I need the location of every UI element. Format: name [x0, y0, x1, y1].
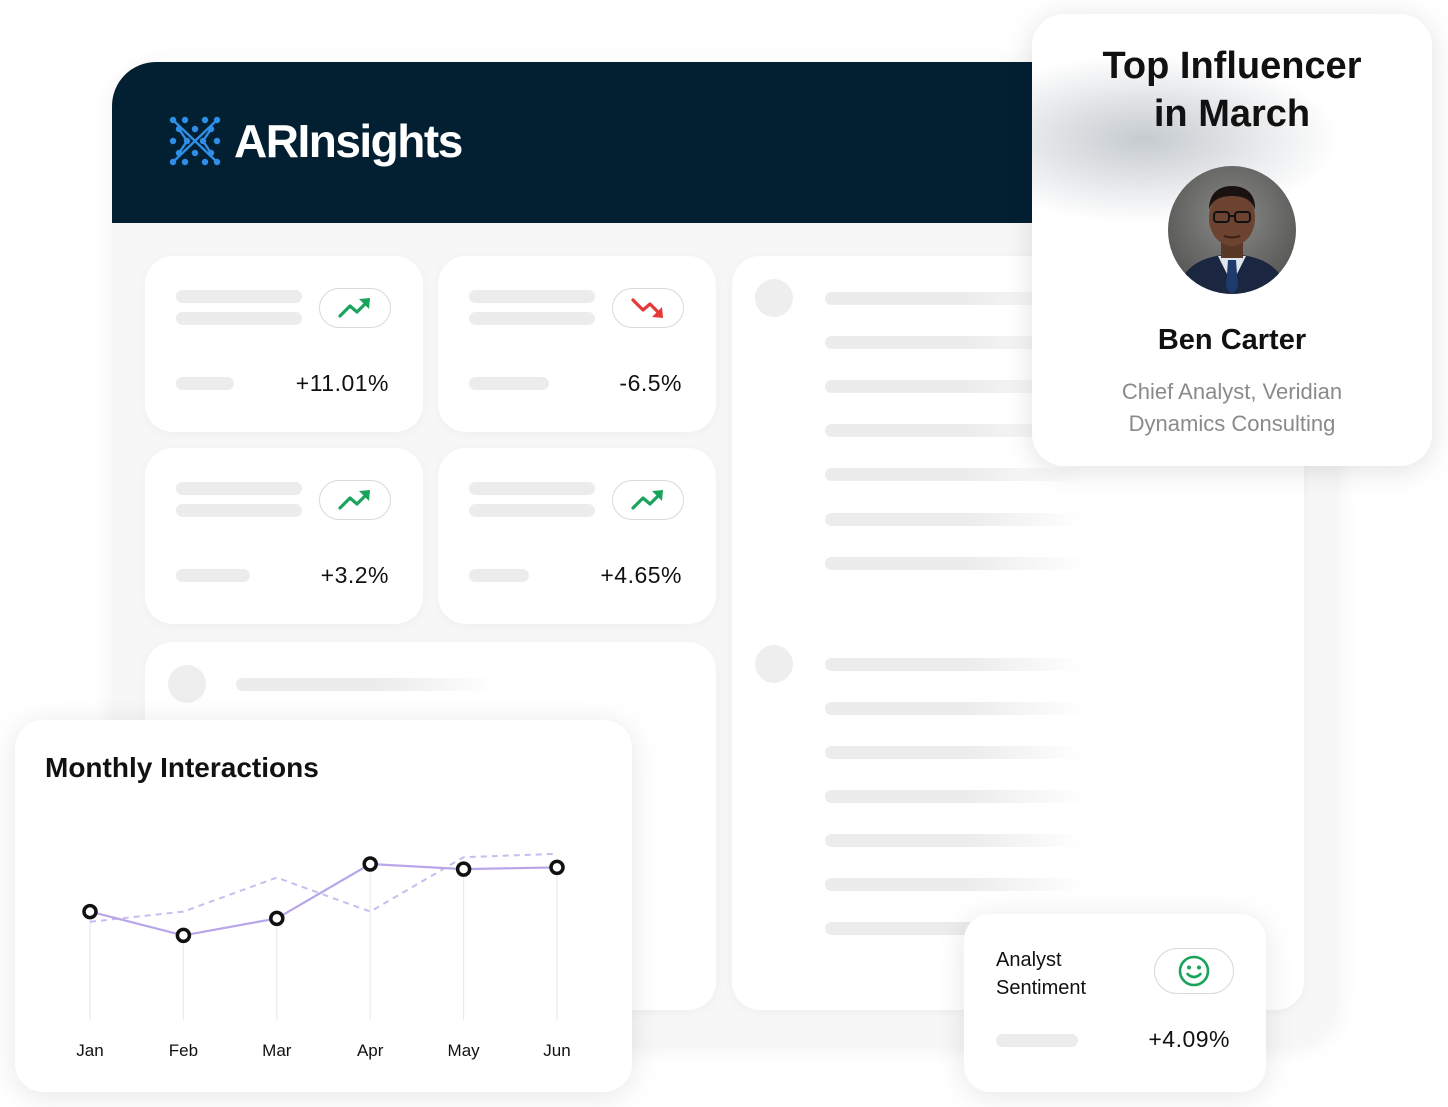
- stat-card-4[interactable]: +4.65%: [438, 448, 716, 624]
- skeleton-line: [469, 569, 529, 582]
- skeleton-avatar: [168, 665, 206, 703]
- x-tick-label: Apr: [357, 1041, 384, 1060]
- trend-badge: [319, 480, 391, 520]
- sentiment-badge: [1154, 948, 1234, 994]
- skeleton-avatar: [755, 645, 793, 683]
- skeleton-line: [825, 834, 1085, 847]
- influencer-name: Ben Carter: [1157, 324, 1307, 356]
- x-tick-label: Feb: [169, 1041, 198, 1060]
- skeleton-line: [825, 468, 1085, 481]
- skeleton-line: [176, 377, 234, 390]
- sentiment-label: Analyst Sentiment: [996, 949, 1087, 999]
- x-tick-label: Mar: [262, 1041, 292, 1060]
- skeleton-line: [825, 292, 1085, 305]
- influencer-heading-line2: in March: [1153, 93, 1311, 135]
- skeleton-line: [996, 1034, 1078, 1047]
- stat-value: +11.01%: [295, 370, 389, 396]
- series-line-solid: [89, 862, 558, 937]
- skeleton-line: [825, 658, 1085, 671]
- line-chart: Jan Feb Mar Apr May Jun: [76, 852, 571, 1060]
- influencer-heading: Top Influencer in March: [1032, 42, 1432, 138]
- person-portrait-icon: [1168, 166, 1296, 294]
- stat-value: -6.5%: [619, 370, 682, 396]
- skeleton-line: [825, 380, 1085, 393]
- smiley-face-icon: [1178, 955, 1210, 987]
- skeleton-line: [469, 312, 595, 325]
- avatar: [1168, 166, 1296, 294]
- influencer-role: Chief Analyst, Veridian Dynamics Consult…: [1121, 379, 1343, 436]
- stat-card-3[interactable]: +3.2%: [145, 448, 423, 624]
- skeleton-line: [176, 290, 302, 303]
- dotted-lattice-logo-icon: [169, 116, 221, 166]
- analyst-sentiment-card[interactable]: Analyst Sentiment +4.09%: [964, 914, 1266, 1092]
- trend-down-icon: [631, 298, 663, 318]
- skeleton-avatar: [755, 279, 793, 317]
- skeleton-line: [469, 504, 595, 517]
- skeleton-line: [236, 678, 496, 691]
- trend-badge: [612, 480, 684, 520]
- skeleton-line: [469, 482, 595, 495]
- skeleton-line: [825, 878, 1085, 891]
- stat-value: +4.65%: [600, 562, 682, 588]
- trend-badge: [319, 288, 391, 328]
- data-point: [175, 927, 192, 944]
- skeleton-line: [825, 336, 1085, 349]
- sentiment-value: +4.09%: [1148, 1026, 1230, 1052]
- skeleton-line: [176, 312, 302, 325]
- data-point: [269, 910, 285, 927]
- stat-card-2[interactable]: -6.5%: [438, 256, 716, 432]
- data-point: [549, 859, 565, 876]
- x-tick-label: Jan: [76, 1041, 103, 1060]
- brand-name: ARInsights: [234, 115, 463, 167]
- skeleton-line: [176, 569, 250, 582]
- skeleton-line: [825, 702, 1085, 715]
- data-point: [362, 856, 378, 872]
- series-line-dashed: [89, 852, 558, 923]
- monthly-interactions-card[interactable]: Monthly Interactions Jan Feb Mar Apr May Jun: [15, 720, 632, 1092]
- skeleton-line: [176, 504, 302, 517]
- trend-up-icon: [338, 298, 370, 318]
- skeleton-line: [825, 424, 1085, 437]
- skeleton-line: [825, 513, 1085, 526]
- skeleton-line: [176, 482, 302, 495]
- brand-logo[interactable]: ARInsights: [168, 114, 463, 168]
- stat-value: +3.2%: [320, 562, 389, 588]
- top-influencer-card[interactable]: Top Influencer in March Ben Carter Chief…: [1032, 14, 1432, 466]
- trend-badge: [612, 288, 684, 328]
- skeleton-line: [825, 557, 1085, 570]
- influencer-heading-line1: Top Influencer: [1102, 45, 1362, 87]
- trend-up-icon: [338, 490, 370, 510]
- x-tick-label: Jun: [543, 1041, 570, 1060]
- data-point: [455, 861, 472, 877]
- skeleton-line: [469, 377, 549, 390]
- skeleton-line: [825, 790, 1085, 803]
- data-point: [82, 903, 98, 920]
- x-tick-label: May: [448, 1041, 481, 1060]
- stat-card-1[interactable]: +11.01%: [145, 256, 423, 432]
- skeleton-line: [825, 746, 1085, 759]
- chart-title: Monthly Interactions: [45, 752, 319, 783]
- trend-up-icon: [631, 490, 663, 510]
- skeleton-line: [469, 290, 595, 303]
